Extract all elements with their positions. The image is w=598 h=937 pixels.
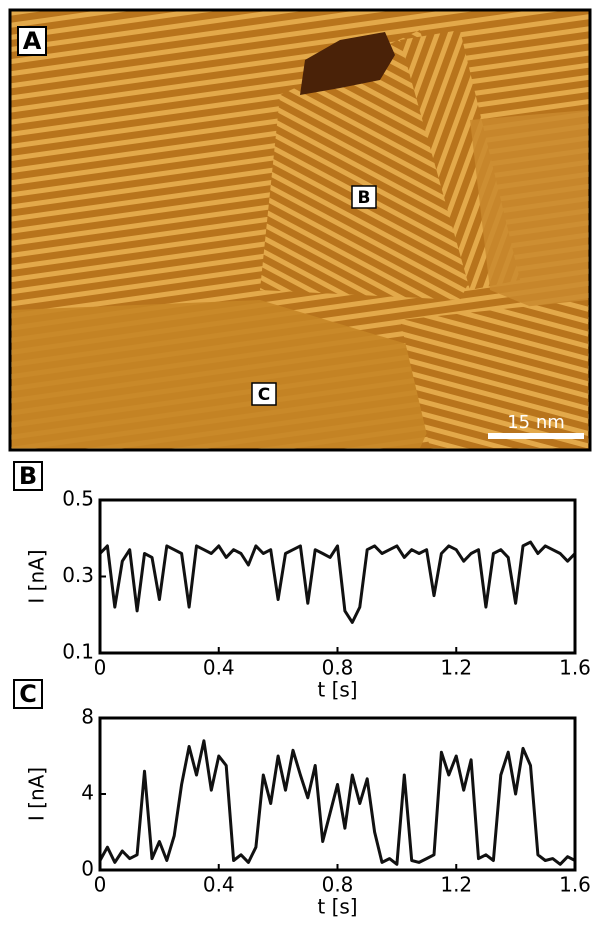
defect xyxy=(300,32,395,95)
y-axis-label: I [nA] xyxy=(25,549,49,603)
trace xyxy=(98,540,577,624)
x-tick-label: 0 xyxy=(94,873,107,897)
plot-frame xyxy=(98,498,577,655)
y-tick-label: 8 xyxy=(81,705,94,729)
marker: B xyxy=(358,188,371,208)
x-tick-label: 0.8 xyxy=(322,873,354,897)
y-tick-label: 0.1 xyxy=(62,640,94,664)
panel-label-box xyxy=(13,461,43,491)
panel-label: B xyxy=(19,462,37,490)
x-axis-label: t [s] xyxy=(317,895,357,919)
x-tick-label: 0.4 xyxy=(203,873,235,897)
x-axis-label: t [s] xyxy=(317,678,357,702)
stm-image: A B C 15 nm xyxy=(8,8,592,452)
marker-box xyxy=(351,185,377,209)
x-tick-label: 1.6 xyxy=(559,873,591,897)
trace xyxy=(98,739,576,866)
x-tick-label: 0.4 xyxy=(203,656,235,680)
x-tick-label: 1.2 xyxy=(440,656,472,680)
domain xyxy=(400,300,588,448)
panel-label: C xyxy=(19,680,37,708)
scale-bar-label: 15 nm xyxy=(507,412,565,433)
panel-label: A xyxy=(23,27,42,55)
marker: C xyxy=(258,385,270,405)
x-tick-label: 1.6 xyxy=(559,656,591,680)
y-axis-label: I [nA] xyxy=(25,767,49,821)
x-tick-label: 1.2 xyxy=(440,873,472,897)
y-tick-label: 4 xyxy=(81,781,94,805)
y-tick-label: 0.5 xyxy=(62,487,94,511)
panel-label-box xyxy=(13,679,43,709)
panel-label-box xyxy=(17,26,47,56)
x-tick-label: 0 xyxy=(94,656,107,680)
marker-box xyxy=(251,382,277,406)
domain xyxy=(470,110,588,330)
scale-bar xyxy=(488,433,584,439)
x-tick-label: 0.8 xyxy=(322,656,354,680)
domain xyxy=(12,300,460,448)
y-tick-label: 0 xyxy=(81,857,94,881)
y-tick-label: 0.3 xyxy=(62,563,94,587)
